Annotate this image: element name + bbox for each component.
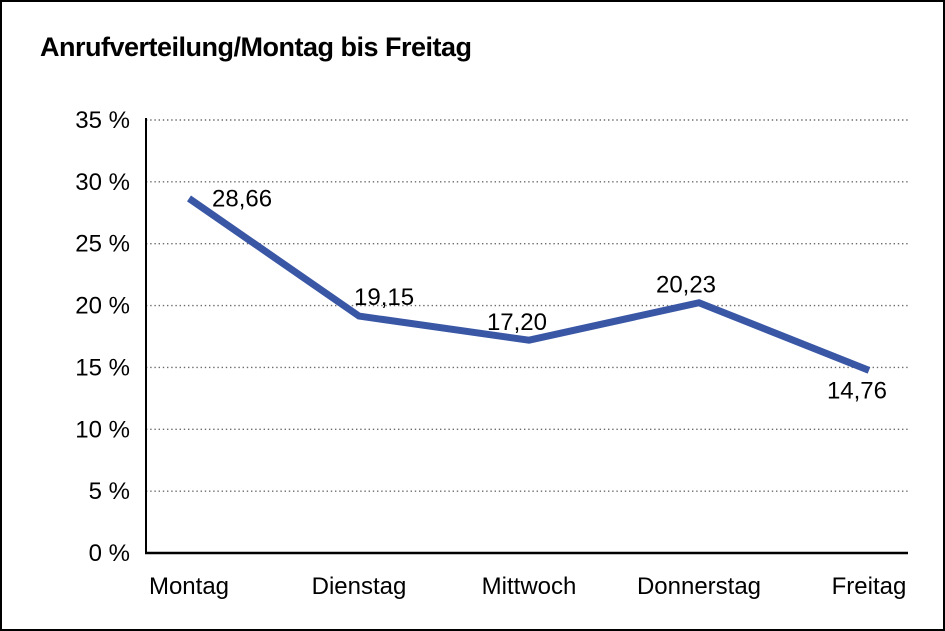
x-category-label: Dienstag xyxy=(312,573,407,600)
x-category-label: Montag xyxy=(149,573,229,600)
data-label: 14,76 xyxy=(827,377,887,404)
y-tick-label: 0 % xyxy=(89,540,130,567)
chart-title: Anrufverteilung/Montag bis Freitag xyxy=(40,32,472,62)
data-label: 28,66 xyxy=(212,185,272,212)
y-tick-label: 30 % xyxy=(75,169,130,196)
y-tick-label: 20 % xyxy=(75,293,130,320)
y-tick-label: 10 % xyxy=(75,416,130,443)
y-tick-labels: 0 % 5 % 10 % 15 % 20 % 25 % 30 % 35 % xyxy=(75,107,130,567)
data-label: 20,23 xyxy=(656,272,716,299)
y-tick-label: 15 % xyxy=(75,354,130,381)
y-tick-label: 35 % xyxy=(75,107,130,134)
axes xyxy=(145,118,908,555)
y-tick-label: 25 % xyxy=(75,231,130,258)
x-category-label: Freitag xyxy=(832,573,907,600)
x-category-label: Donnerstag xyxy=(637,573,761,600)
data-line xyxy=(187,195,871,374)
x-category-label: Mittwoch xyxy=(482,573,577,600)
data-labels: 28,66 19,15 17,20 20,23 14,76 xyxy=(212,185,887,404)
data-label: 19,15 xyxy=(354,284,414,311)
x-category-labels: Montag Dienstag Mittwoch Donnerstag Freitag xyxy=(149,573,906,600)
gridlines xyxy=(146,119,908,492)
data-label: 17,20 xyxy=(487,309,547,336)
y-tick-label: 5 % xyxy=(89,478,130,505)
series xyxy=(187,195,871,374)
